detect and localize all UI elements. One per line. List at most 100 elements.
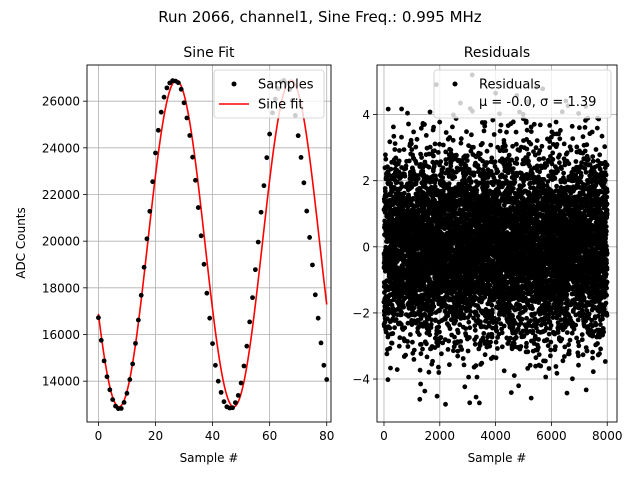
residual-point [385,377,391,383]
sample-point [324,377,330,382]
sample-point [110,397,116,402]
residual-point [406,194,412,200]
residual-point [429,311,434,316]
residual-point [398,174,404,180]
residual-point [424,341,429,347]
residual-point [495,169,501,175]
residual-point [405,339,410,344]
sine-fit-legend-box [213,69,325,119]
residual-point [431,124,436,130]
sample-point [141,264,147,270]
residual-point [431,304,437,309]
residual-point [457,322,463,328]
residual-point [471,170,477,176]
sample-point [247,319,253,325]
residual-point [385,316,390,322]
residual-point [395,179,400,185]
residual-point [403,163,409,169]
sample-point [213,362,218,368]
sample-point [233,400,238,406]
residual-point [416,332,422,337]
sine-fit-y-axis-label: ADC Counts [14,207,28,279]
residual-point [452,334,457,340]
sine-fit-y-tick-label: 22000 [42,188,80,202]
residual-point [510,313,515,319]
residual-point [510,166,516,172]
residual-point [466,374,471,380]
sample-point [158,109,164,115]
residual-point [469,179,474,185]
residual-point [413,144,419,150]
residual-point [399,184,405,190]
sample-point [218,389,224,395]
residual-point [446,181,452,187]
sample-point [304,208,310,214]
residual-point [405,110,410,116]
sine-fit-x-tick-label: 60 [262,429,277,443]
sample-point [193,177,198,183]
residual-point [422,159,428,165]
sample-point [315,315,321,321]
sample-point [175,80,181,86]
sine-fit-y-tick-label: 24000 [42,141,80,155]
residual-point [498,122,504,128]
residual-point [433,317,438,323]
sample-point [201,261,207,267]
residual-point [451,348,456,354]
sample-point [267,131,273,137]
residual-point [406,121,411,127]
residual-point [420,346,425,352]
residual-point [430,358,435,364]
sample-point [235,393,241,398]
residual-point [474,334,479,340]
residual-point [482,120,488,125]
sample-point [101,358,107,364]
residual-point [402,173,408,179]
sample-point [138,292,144,298]
residual-point [469,222,474,228]
residual-point [475,313,481,319]
residual-point [488,339,493,345]
residual-point [421,282,427,288]
sample-point [198,233,204,239]
residual-point [454,152,459,158]
residual-point [433,177,439,182]
residual-point [501,323,507,329]
residual-point [385,164,390,170]
sample-point [210,341,215,346]
residual-point [489,302,495,308]
sample-point [215,378,221,384]
residual-point [419,155,424,160]
residual-point [478,151,483,157]
residual-point [476,166,482,172]
residual-point [413,288,419,294]
figure-title: Run 2066, channel1, Sine Freq.: 0.995 MH… [158,8,482,26]
residual-point [514,141,519,147]
residual-point [467,335,472,340]
residual-point [387,325,393,331]
residual-point [411,305,417,311]
residual-point [427,332,433,338]
sample-point [155,127,161,133]
residual-point [513,129,519,135]
residual-point [427,144,433,150]
residual-point [427,109,433,115]
residuals-points [381,72,610,407]
residual-point [501,368,507,374]
residual-point [504,129,509,135]
residual-point [438,335,444,340]
residual-point [414,161,419,166]
residual-point [471,144,476,150]
sample-point [130,361,136,367]
residual-point [386,287,392,292]
residual-point [508,390,514,395]
residual-point [440,175,446,181]
residual-point [482,352,488,358]
residual-point [466,167,472,172]
sample-point [124,390,130,396]
residual-point [422,388,428,394]
sine-fit-x-tick-label: 80 [319,429,334,443]
sample-point [295,133,301,139]
